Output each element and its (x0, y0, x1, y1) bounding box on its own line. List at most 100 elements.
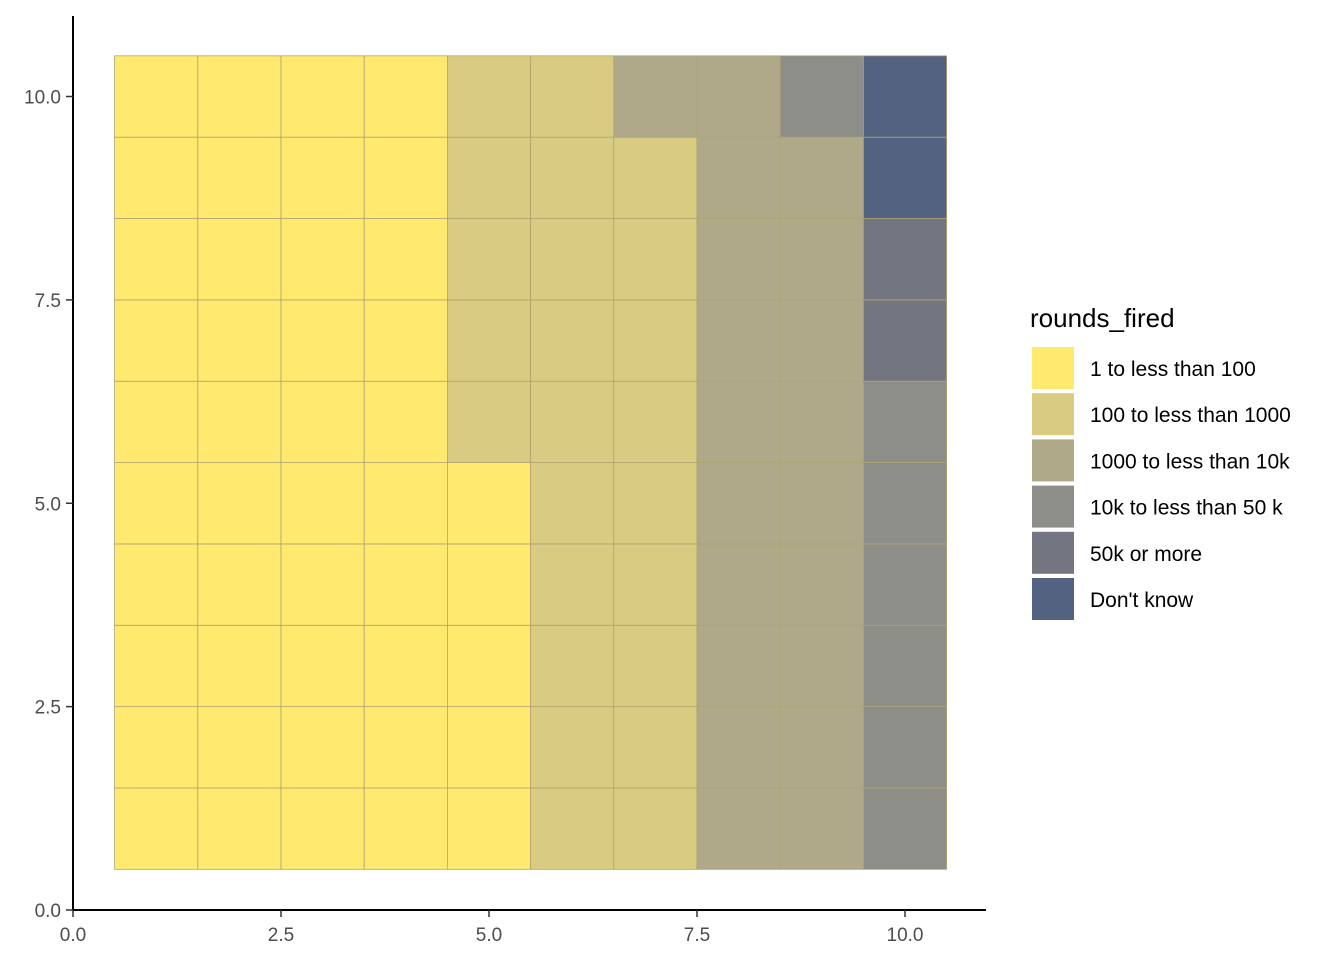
tile (530, 136, 615, 219)
tile (363, 299, 448, 382)
tile (280, 136, 365, 219)
tile (114, 706, 199, 789)
tile (530, 706, 615, 789)
tile (446, 136, 531, 219)
legend-key (1032, 439, 1074, 482)
tile (197, 55, 282, 138)
tile (446, 462, 531, 545)
x-tick-label: 7.5 (684, 925, 710, 946)
tile (779, 136, 864, 219)
tile (863, 706, 948, 789)
tile (863, 380, 948, 463)
tile (363, 462, 448, 545)
tile (696, 55, 781, 138)
tile (197, 462, 282, 545)
tile (197, 787, 282, 870)
tile (696, 706, 781, 789)
tile (863, 136, 948, 219)
y-axis-ticks: 0.0 2.5 5.0 7.5 10.0 (24, 88, 73, 922)
tile (779, 55, 864, 138)
tile (446, 55, 531, 138)
tile (280, 380, 365, 463)
tile (613, 299, 698, 382)
tile (363, 136, 448, 219)
y-tick-label: 0.0 (35, 901, 61, 922)
tile (114, 299, 199, 382)
tile (446, 299, 531, 382)
legend-key (1032, 393, 1074, 436)
tile (696, 380, 781, 463)
tile (530, 218, 615, 301)
tile (696, 787, 781, 870)
legend-label: 1000 to less than 10k (1090, 450, 1290, 473)
tile-grid (114, 55, 948, 870)
tile (197, 624, 282, 708)
y-tick-label: 2.5 (35, 698, 61, 719)
tile (363, 706, 448, 789)
tile (530, 299, 615, 382)
tile (363, 543, 448, 626)
tile (114, 543, 199, 626)
tile (696, 462, 781, 545)
legend-key (1032, 578, 1074, 620)
legend-label: 50k or more (1090, 543, 1202, 566)
tile (197, 136, 282, 219)
legend: rounds_fired 1 to less than 100 100 to le… (1030, 303, 1291, 620)
tile (446, 543, 531, 626)
tile (446, 624, 531, 708)
tile (197, 706, 282, 789)
tile (530, 462, 615, 545)
tile (197, 543, 282, 626)
tile (280, 543, 365, 626)
legend-key (1032, 531, 1074, 574)
tile (863, 55, 948, 138)
tile (530, 543, 615, 626)
tile (114, 380, 199, 463)
tile (613, 218, 698, 301)
x-tick-label: 0.0 (60, 925, 86, 946)
tile (613, 136, 698, 219)
tile (363, 624, 448, 708)
tile (280, 218, 365, 301)
tile (863, 624, 948, 708)
tile (613, 543, 698, 626)
tile (280, 462, 365, 545)
tile (197, 380, 282, 463)
tile (779, 543, 864, 626)
tile (280, 787, 365, 870)
tile (197, 218, 282, 301)
tile (779, 624, 864, 708)
tile (363, 55, 448, 138)
legend-label: Don't know (1090, 589, 1194, 612)
tile (779, 787, 864, 870)
tile (114, 136, 199, 219)
tile (696, 299, 781, 382)
tile (613, 462, 698, 545)
tile (197, 299, 282, 382)
tile (779, 462, 864, 545)
tile (696, 136, 781, 219)
x-axis-ticks: 0.0 2.5 5.0 7.5 10.0 (60, 910, 923, 946)
axes (72, 16, 986, 911)
y-tick-label: 10.0 (24, 88, 61, 109)
tile (863, 299, 948, 382)
legend-title: rounds_fired (1030, 303, 1175, 333)
tile (779, 218, 864, 301)
tile (530, 380, 615, 463)
tile (446, 380, 531, 463)
tile (779, 299, 864, 382)
tile (363, 380, 448, 463)
tile (114, 55, 199, 138)
legend-label: 10k to less than 50 k (1090, 497, 1283, 520)
tile (280, 706, 365, 789)
tile (863, 543, 948, 626)
tile (530, 624, 615, 708)
legend-label: 100 to less than 1000 (1090, 404, 1291, 427)
tile (863, 462, 948, 545)
legend-label: 1 to less than 100 (1090, 358, 1256, 381)
tile (446, 218, 531, 301)
tile (779, 706, 864, 789)
tile (114, 787, 199, 870)
tile (114, 624, 199, 708)
